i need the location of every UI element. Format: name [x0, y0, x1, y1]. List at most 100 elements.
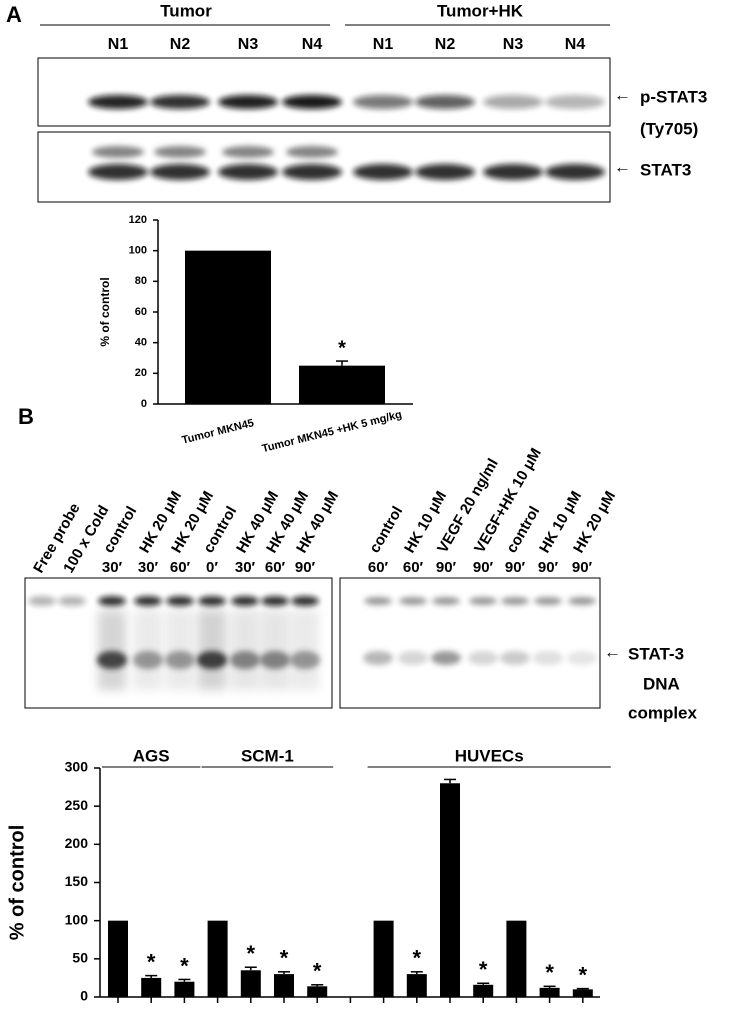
- bar: [473, 984, 494, 997]
- band: [92, 146, 144, 158]
- y-tick-label: 40: [135, 337, 147, 349]
- error-bar: [244, 966, 257, 971]
- bar: [174, 981, 195, 997]
- band: [415, 164, 475, 180]
- group-label: Tumor+HK: [437, 1, 524, 20]
- band: [231, 596, 259, 606]
- y-tick-label: 100: [65, 911, 89, 927]
- band: [545, 95, 605, 109]
- band: [501, 597, 529, 605]
- error-bar: [410, 971, 423, 975]
- significance-marker: *: [338, 337, 346, 359]
- lane-time: 90′: [538, 559, 559, 576]
- significance-marker: *: [413, 946, 422, 971]
- western-blots: [37, 57, 611, 203]
- lane-time: 30′: [138, 559, 159, 576]
- blot-frame: [37, 57, 611, 127]
- y-tick-label: 200: [65, 835, 89, 851]
- lane-time: 30′: [235, 559, 256, 576]
- band: [415, 95, 475, 109]
- band: [431, 651, 461, 665]
- lane-time: 30′: [102, 559, 123, 576]
- significance-marker: *: [479, 957, 488, 982]
- band: [166, 596, 194, 606]
- bar: [307, 986, 328, 997]
- bar: [506, 920, 527, 997]
- bar: [274, 974, 294, 997]
- band: [286, 146, 338, 158]
- significance-marker: *: [545, 960, 554, 985]
- y-tick-label: 250: [65, 797, 89, 813]
- x-tick-label: Tumor MKN45 +HK 5 mg/kg: [261, 409, 403, 455]
- band: [545, 164, 605, 180]
- y-tick-label: 300: [65, 759, 89, 775]
- lane-label: N2: [170, 36, 191, 53]
- bar: [108, 920, 128, 997]
- band: [282, 95, 342, 109]
- band: [134, 596, 162, 606]
- complex-label: STAT-3: [628, 644, 684, 663]
- group-label: SCM-1: [241, 746, 294, 765]
- band: [58, 596, 86, 606]
- error-bar: [311, 984, 324, 987]
- smear: [291, 610, 319, 690]
- blot-label: (Ty705): [640, 119, 698, 138]
- significance-marker: *: [313, 959, 322, 984]
- band: [222, 146, 274, 158]
- lane-label: N4: [565, 36, 586, 53]
- bar: [141, 977, 162, 997]
- x-tick-label: Tumor MKN45: [181, 417, 255, 446]
- bar: [299, 365, 385, 404]
- band: [28, 596, 56, 606]
- error-bar: [336, 360, 348, 366]
- band: [88, 95, 148, 109]
- band: [261, 596, 289, 606]
- band: [468, 651, 498, 665]
- y-tick-label: 0: [80, 988, 88, 1004]
- lane-label: N2: [435, 36, 456, 53]
- lane-label: N3: [503, 36, 524, 53]
- blot-label: p-STAT3: [640, 87, 707, 106]
- significance-marker: *: [579, 962, 588, 987]
- lane-time: 60′: [403, 559, 424, 576]
- y-tick-label: 150: [65, 873, 89, 889]
- y-tick-label: 50: [72, 950, 88, 966]
- bar: [207, 920, 228, 997]
- group-label: AGS: [133, 746, 170, 765]
- error-bar: [477, 982, 490, 985]
- band: [469, 597, 497, 605]
- smear: [166, 610, 194, 690]
- band: [567, 651, 597, 665]
- band: [98, 596, 126, 606]
- error-bar: [576, 987, 589, 990]
- lane-time: 90′: [505, 559, 526, 576]
- bar: [440, 783, 460, 997]
- y-axis-label: % of control: [98, 277, 112, 346]
- panel-label: A: [6, 2, 22, 27]
- band: [534, 597, 562, 605]
- band: [533, 651, 563, 665]
- bar: [539, 987, 560, 997]
- smear: [98, 610, 126, 690]
- smear: [198, 610, 226, 690]
- lane-time: 90′: [572, 559, 593, 576]
- error-bar: [444, 778, 456, 784]
- y-tick-label: 60: [135, 306, 147, 318]
- significance-marker: *: [247, 941, 256, 966]
- bar: [373, 920, 394, 997]
- panel-label: B: [18, 404, 34, 429]
- band: [282, 164, 342, 180]
- error-bar: [278, 971, 290, 975]
- band: [198, 596, 226, 606]
- band: [568, 597, 596, 605]
- bar: [185, 250, 271, 404]
- lane-time: 90′: [295, 559, 316, 576]
- lane-label: N1: [108, 36, 129, 53]
- band: [500, 651, 530, 665]
- lane-time: 60′: [368, 559, 389, 576]
- band: [399, 597, 427, 605]
- band: [363, 651, 393, 665]
- band: [154, 146, 206, 158]
- band: [483, 95, 543, 109]
- error-bar: [178, 978, 191, 982]
